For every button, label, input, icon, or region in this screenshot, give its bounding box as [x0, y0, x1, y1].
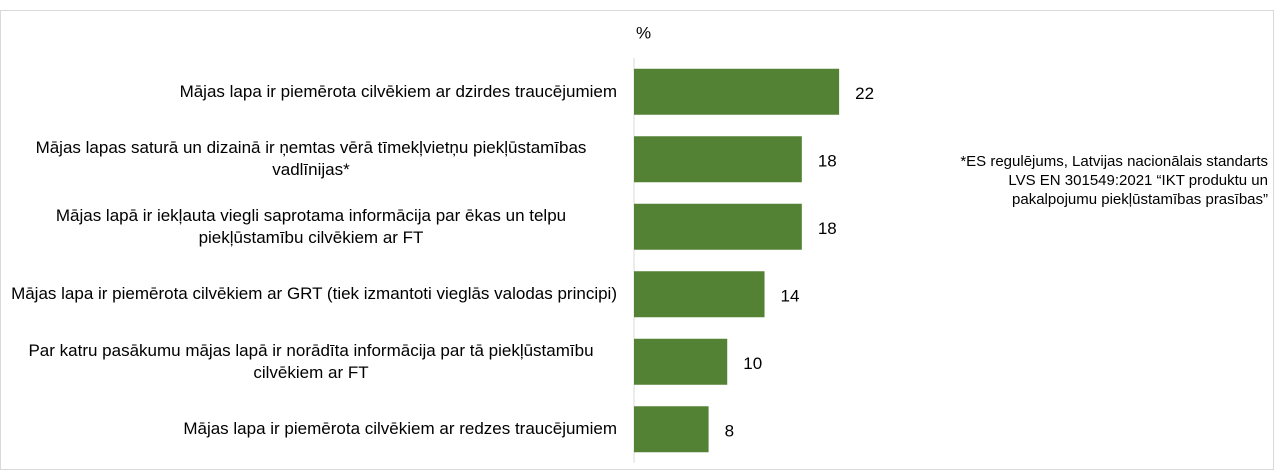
bar	[634, 338, 728, 385]
category-label: Par katru pasākumu mājas lapā ir norādīt…	[5, 328, 617, 396]
bar	[634, 406, 709, 453]
category-text: Par katru pasākumu mājas lapā ir norādīt…	[28, 340, 594, 382]
bar	[634, 136, 802, 183]
axis-label: %	[636, 23, 651, 42]
data-label: 22	[855, 84, 874, 103]
category-text: Mājas lapa ir piemērota cilvēkiem ar red…	[183, 419, 617, 439]
data-label: 18	[818, 152, 837, 171]
data-label: 8	[725, 422, 734, 441]
category-label: Mājas lapa ir piemērota cilvēkiem ar GRT…	[5, 261, 617, 329]
bar	[634, 271, 765, 318]
bar	[634, 203, 802, 250]
category-text: Mājas lapā ir iekļauta viegli saprotama …	[55, 205, 567, 247]
annotation: *ES regulējums, Latvijas nacionālais sta…	[960, 153, 1268, 208]
bar	[634, 68, 840, 115]
category-label: Mājas lapa ir piemērota cilvēkiem ar red…	[5, 396, 617, 464]
data-label: 10	[743, 354, 762, 373]
data-label: 14	[781, 287, 800, 306]
category-label: Mājas lapā ir iekļauta viegli saprotama …	[5, 193, 617, 261]
category-text: Mājas lapas saturā un dizainā ir ņemtas …	[35, 138, 587, 180]
category-label: Mājas lapa ir piemērota cilvēkiem ar dzi…	[5, 58, 617, 126]
category-text: Mājas lapa ir piemērota cilvēkiem ar GRT…	[11, 284, 617, 304]
category-text: Mājas lapa ir piemērota cilvēkiem ar dzi…	[179, 81, 617, 101]
category-label: Mājas lapas saturā un dizainā ir ņemtas …	[5, 126, 617, 194]
data-label: 18	[818, 219, 837, 238]
